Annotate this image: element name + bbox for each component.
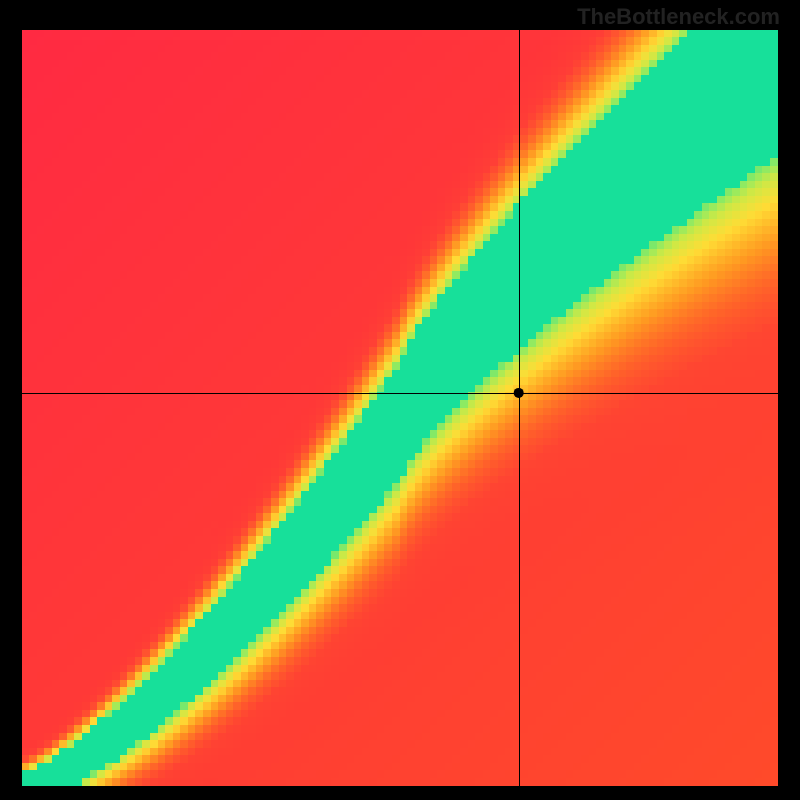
watermark-text: TheBottleneck.com — [577, 4, 780, 30]
bottleneck-heatmap — [22, 30, 778, 786]
chart-container: TheBottleneck.com — [0, 0, 800, 800]
